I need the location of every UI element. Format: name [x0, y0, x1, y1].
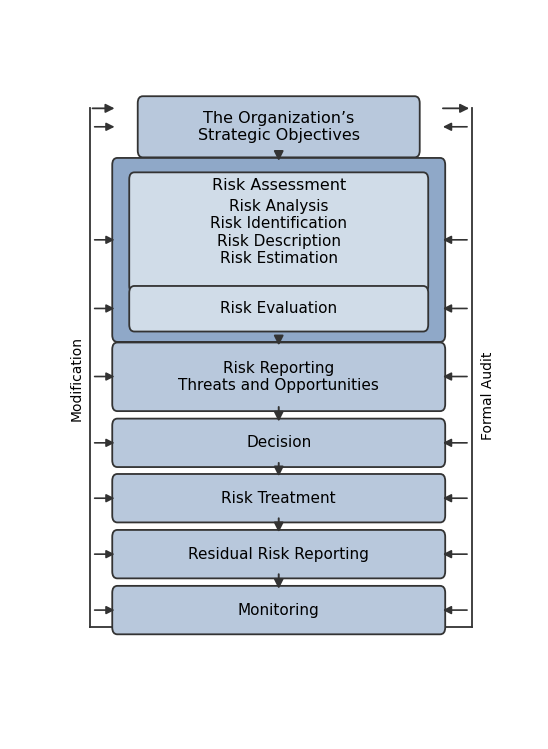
Text: Modification: Modification — [69, 336, 83, 421]
FancyBboxPatch shape — [138, 96, 420, 157]
Text: Risk Analysis
Risk Identification
Risk Description
Risk Estimation: Risk Analysis Risk Identification Risk D… — [210, 199, 347, 266]
FancyBboxPatch shape — [112, 474, 445, 523]
FancyBboxPatch shape — [112, 158, 445, 342]
Text: Monitoring: Monitoring — [238, 603, 319, 618]
Text: Risk Assessment: Risk Assessment — [212, 178, 346, 192]
FancyBboxPatch shape — [129, 286, 428, 332]
Text: Residual Risk Reporting: Residual Risk Reporting — [189, 547, 369, 562]
Text: Risk Reporting
Threats and Opportunities: Risk Reporting Threats and Opportunities — [178, 360, 379, 393]
Text: Risk Treatment: Risk Treatment — [221, 491, 336, 506]
Text: The Organization’s
Strategic Objectives: The Organization’s Strategic Objectives — [198, 111, 359, 143]
FancyBboxPatch shape — [112, 342, 445, 411]
Text: Risk Evaluation: Risk Evaluation — [220, 301, 337, 316]
FancyBboxPatch shape — [112, 586, 445, 634]
Text: Formal Audit: Formal Audit — [481, 351, 495, 440]
FancyBboxPatch shape — [112, 419, 445, 467]
FancyBboxPatch shape — [112, 530, 445, 578]
Text: Decision: Decision — [246, 435, 311, 450]
FancyBboxPatch shape — [129, 172, 428, 293]
